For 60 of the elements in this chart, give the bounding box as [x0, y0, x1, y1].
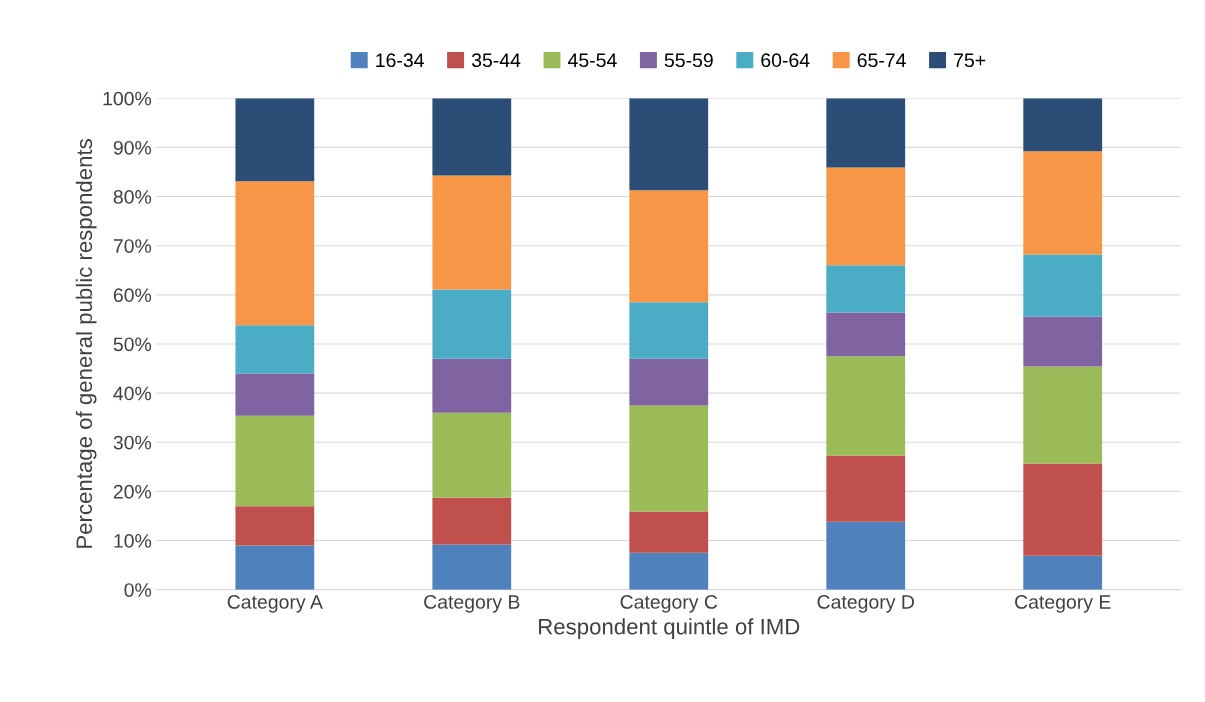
bar — [1023, 555, 1103, 590]
legend-label: 60-64 — [761, 53, 810, 68]
legend-label: 16-34 — [376, 53, 424, 68]
bar — [235, 415, 315, 507]
bar — [1023, 366, 1103, 464]
bar — [826, 521, 906, 590]
y-tick-label: 0% — [124, 583, 152, 597]
bar — [826, 455, 906, 522]
bar — [1023, 254, 1103, 317]
bar — [432, 412, 512, 498]
bar — [1023, 463, 1103, 556]
bar — [432, 98, 512, 176]
legend-label: 45-54 — [568, 53, 617, 68]
y-tick-label: 80% — [113, 190, 152, 204]
bar — [826, 98, 906, 168]
bar — [235, 181, 315, 326]
y-tick-label: 40% — [113, 386, 152, 401]
y-tick-label: 30% — [113, 435, 152, 450]
bar — [1023, 98, 1103, 152]
bar — [629, 302, 709, 359]
bar — [826, 312, 906, 357]
bar — [629, 511, 709, 553]
bar — [235, 325, 315, 374]
bar — [432, 497, 512, 545]
bar — [629, 358, 709, 406]
bar — [629, 98, 709, 191]
y-tick-label: 60% — [113, 288, 152, 303]
x-tick-label: Category A — [227, 595, 323, 613]
y-tick-label: 90% — [113, 140, 152, 155]
bar — [629, 405, 709, 512]
bar — [432, 544, 512, 590]
y-tick-label: 70% — [113, 239, 152, 253]
bar — [432, 175, 512, 290]
bar — [826, 265, 906, 313]
bar — [1023, 316, 1103, 367]
bar — [235, 545, 315, 590]
legend-label: 35-44 — [471, 53, 521, 68]
bar — [1023, 151, 1103, 255]
bar — [235, 373, 315, 416]
y-tick-label: 50% — [113, 337, 152, 352]
legend-label: 65-74 — [857, 53, 906, 68]
bar — [629, 552, 709, 590]
x-tick-label: Category C — [620, 595, 718, 613]
x-tick-label: Category D — [817, 595, 914, 613]
bar — [432, 289, 512, 359]
bar — [432, 358, 512, 413]
bar — [235, 506, 315, 546]
x-tick-label: Category E — [1015, 595, 1111, 613]
y-tick-label: 100% — [103, 91, 152, 106]
bar — [235, 98, 315, 182]
legend-label: 55-59 — [664, 53, 713, 68]
x-tick-label: Category B — [424, 595, 520, 613]
bar — [629, 190, 709, 303]
x-axis-title: Respondent quintle of IMD — [539, 618, 800, 639]
y-tick-label: 20% — [113, 484, 152, 499]
y-tick-label: 10% — [114, 534, 152, 548]
legend-label: 75+ — [954, 53, 986, 68]
bar — [826, 167, 906, 266]
bar — [826, 356, 906, 456]
y-axis-title: Percentage of general public respondents — [75, 139, 97, 548]
